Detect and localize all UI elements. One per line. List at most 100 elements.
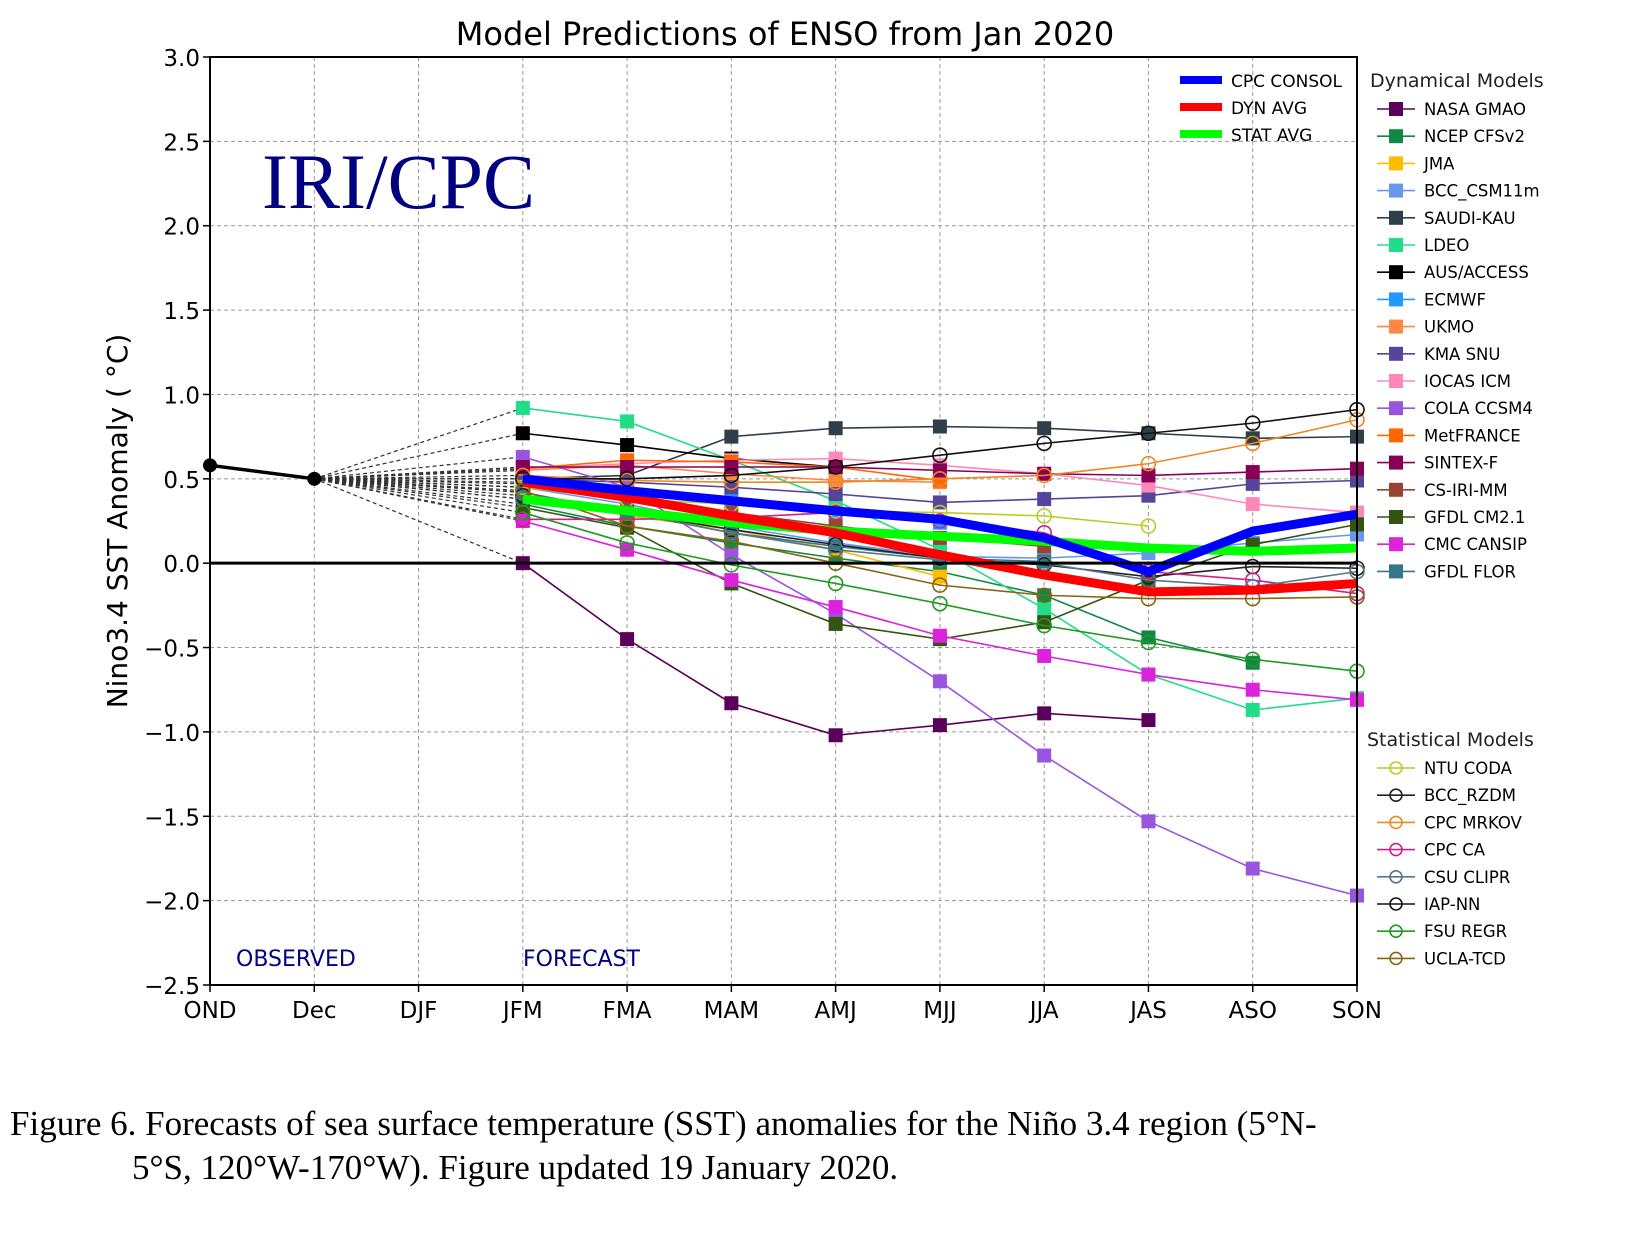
x-tick-label: ASO — [1229, 998, 1277, 1024]
legend-marker-square — [1389, 537, 1403, 552]
data-point — [620, 632, 635, 647]
data-point — [828, 616, 843, 631]
legend-item: CMC CANSIP — [1377, 535, 1527, 554]
data-point — [1036, 435, 1052, 452]
data-point — [515, 426, 530, 441]
legend-label: NTU CODA — [1424, 759, 1513, 778]
observed-series — [203, 458, 322, 486]
data-point — [1141, 713, 1156, 728]
legend-title: Dynamical Models — [1370, 70, 1544, 92]
data-point — [932, 419, 947, 434]
legend-marker-square — [1389, 292, 1403, 307]
series-line — [522, 408, 1358, 480]
connector-line — [314, 478, 523, 509]
observed-label: OBSERVED — [236, 947, 356, 972]
legend-marker-circle — [1389, 815, 1403, 830]
legend-item: BCC_CSM11m — [1377, 182, 1540, 202]
data-point — [932, 628, 947, 643]
data-point — [1037, 706, 1052, 721]
average-series — [522, 474, 1358, 597]
data-point — [1141, 667, 1156, 682]
data-point — [515, 511, 531, 528]
data-point — [1245, 682, 1260, 697]
legend-label: BCC_RZDM — [1424, 786, 1516, 806]
y-tick-label: 3.0 — [163, 46, 200, 72]
legend-label: UKMO — [1424, 318, 1474, 337]
legend-marker-square — [1389, 156, 1403, 171]
data-point — [1245, 497, 1260, 512]
caption-line-2: 5°S, 120°W-170°W). Figure updated 19 Jan… — [132, 1148, 899, 1187]
data-point — [620, 438, 635, 453]
y-tick-label: −1.0 — [144, 721, 200, 747]
data-point — [1037, 648, 1052, 663]
enso-chart: Model Predictions of ENSO from Jan 2020 … — [101, 15, 1544, 1024]
data-point — [932, 471, 948, 487]
data-point — [619, 518, 635, 534]
legend-marker-circle — [1389, 951, 1403, 966]
y-tick-label: 2.0 — [163, 215, 200, 241]
data-point — [1141, 630, 1156, 645]
data-point — [1037, 748, 1052, 763]
data-point — [1141, 468, 1156, 483]
data-point — [828, 600, 843, 615]
y-tick-label: −0.5 — [144, 637, 200, 663]
data-point — [1245, 861, 1260, 876]
series-line — [522, 489, 1358, 600]
legend-marker-square — [1389, 374, 1403, 388]
legend-label: CSU CLIPR — [1424, 868, 1510, 887]
connector-line — [314, 407, 524, 480]
x-tick-label: DJF — [400, 998, 438, 1024]
data-point — [515, 400, 530, 415]
legend-statistical: Statistical Models NTU CODA BCC_RZDM CPC MR… — [1367, 729, 1534, 968]
data-point — [1245, 465, 1260, 480]
data-point — [515, 500, 530, 515]
chart-title: Model Predictions of ENSO from Jan 2020 — [456, 15, 1114, 53]
observed-point — [307, 471, 322, 486]
legend-label: COLA CCSM4 — [1424, 399, 1533, 418]
data-point — [1245, 702, 1260, 717]
legend-label: KMA SNU — [1424, 345, 1500, 364]
series-fsu-regr — [515, 504, 1365, 679]
legend-item: SINTEX-F — [1377, 454, 1498, 473]
legend-marker-circle — [1389, 869, 1403, 884]
connector-line — [314, 432, 523, 480]
legend-item: FSU REGR — [1377, 922, 1507, 941]
data-point — [1037, 421, 1052, 436]
legend-item: ECMWF — [1377, 290, 1486, 309]
legend-marker-circle — [1389, 788, 1403, 803]
legend-item: BCC_RZDM — [1377, 786, 1516, 806]
legend-label: FSU REGR — [1424, 922, 1507, 941]
legend-label: CPC CA — [1424, 841, 1486, 860]
data-point — [723, 557, 740, 573]
series-iap-nn — [515, 401, 1365, 487]
data-point — [724, 480, 739, 495]
x-tick-label: OND — [183, 998, 236, 1024]
y-tick-label: 1.5 — [163, 299, 200, 325]
legend-label: CMC CANSIP — [1424, 535, 1527, 554]
legend-marker-square — [1389, 265, 1403, 280]
legend-marker-square — [1389, 183, 1403, 198]
series-line — [522, 432, 836, 468]
legend-item: CPC CA — [1377, 841, 1486, 860]
legend-marker-square — [1389, 482, 1403, 497]
data-point — [1036, 617, 1052, 634]
legend-label: CS-IRI-MM — [1424, 481, 1508, 500]
connector-line — [314, 478, 524, 564]
legend-label: IAP-NN — [1424, 895, 1480, 914]
y-tick-label: 0.0 — [163, 552, 200, 578]
legend-item: LDEO — [1377, 236, 1469, 255]
legend-item: NASA GMAO — [1377, 100, 1526, 119]
legend-marker-circle — [1389, 761, 1403, 775]
data-point — [515, 504, 531, 521]
legend-item: GFDL FLOR — [1377, 562, 1516, 581]
data-point — [932, 674, 947, 689]
x-tick-label: JFM — [501, 998, 543, 1024]
data-point — [932, 595, 948, 612]
data-point — [1036, 508, 1052, 524]
legend-item: IOCAS ICM — [1377, 372, 1511, 391]
legend-item: MetFRANCE — [1377, 426, 1521, 445]
x-tick-label: FMA — [603, 998, 652, 1024]
legend-label: GFDL CM2.1 — [1424, 508, 1525, 527]
data-point — [932, 577, 948, 593]
data-point — [619, 535, 635, 551]
